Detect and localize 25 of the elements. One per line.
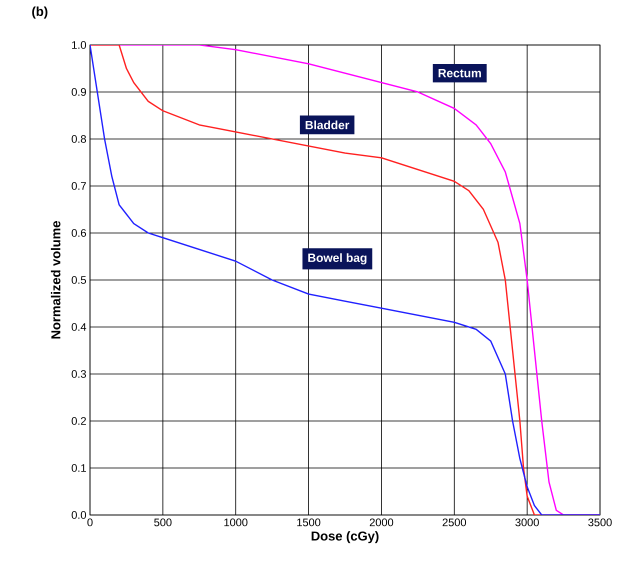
y-tick-label: 0.5	[72, 276, 86, 284]
y-tick-label: 0.6	[72, 229, 86, 237]
y-tick-label: 0.3	[72, 370, 86, 378]
y-tick-label: 1.0	[72, 41, 86, 49]
y-tick-label: 0.7	[72, 182, 86, 190]
x-tick-label: 2500	[442, 518, 466, 526]
series-label: Rectum	[438, 69, 481, 78]
y-axis-title: Normalized volume	[50, 221, 60, 338]
text: Bowel bag	[308, 253, 366, 264]
x-axis-title: Dose (cGy)	[312, 531, 379, 544]
y-tick-label: 0.2	[72, 417, 86, 425]
x-tick-label: 1500	[297, 518, 320, 526]
x-tick-label: 1000	[224, 518, 248, 526]
x-tick-label: 0	[87, 518, 93, 526]
y-tick-label: 0.4	[72, 323, 86, 331]
x-tick-label: 3500	[588, 518, 612, 526]
x-tick-label: 3000	[515, 518, 539, 526]
x-tick-label: 2000	[370, 518, 394, 526]
text: (b)	[32, 6, 48, 19]
y-tick-label: 0.1	[72, 464, 86, 472]
series-label: Bladder	[306, 120, 350, 130]
y-tick-label: 0.9	[72, 88, 86, 96]
y-tick-label: 0.0	[72, 511, 86, 519]
x-tick-label: 500	[154, 518, 172, 526]
y-tick-label: 0.8	[72, 135, 86, 143]
